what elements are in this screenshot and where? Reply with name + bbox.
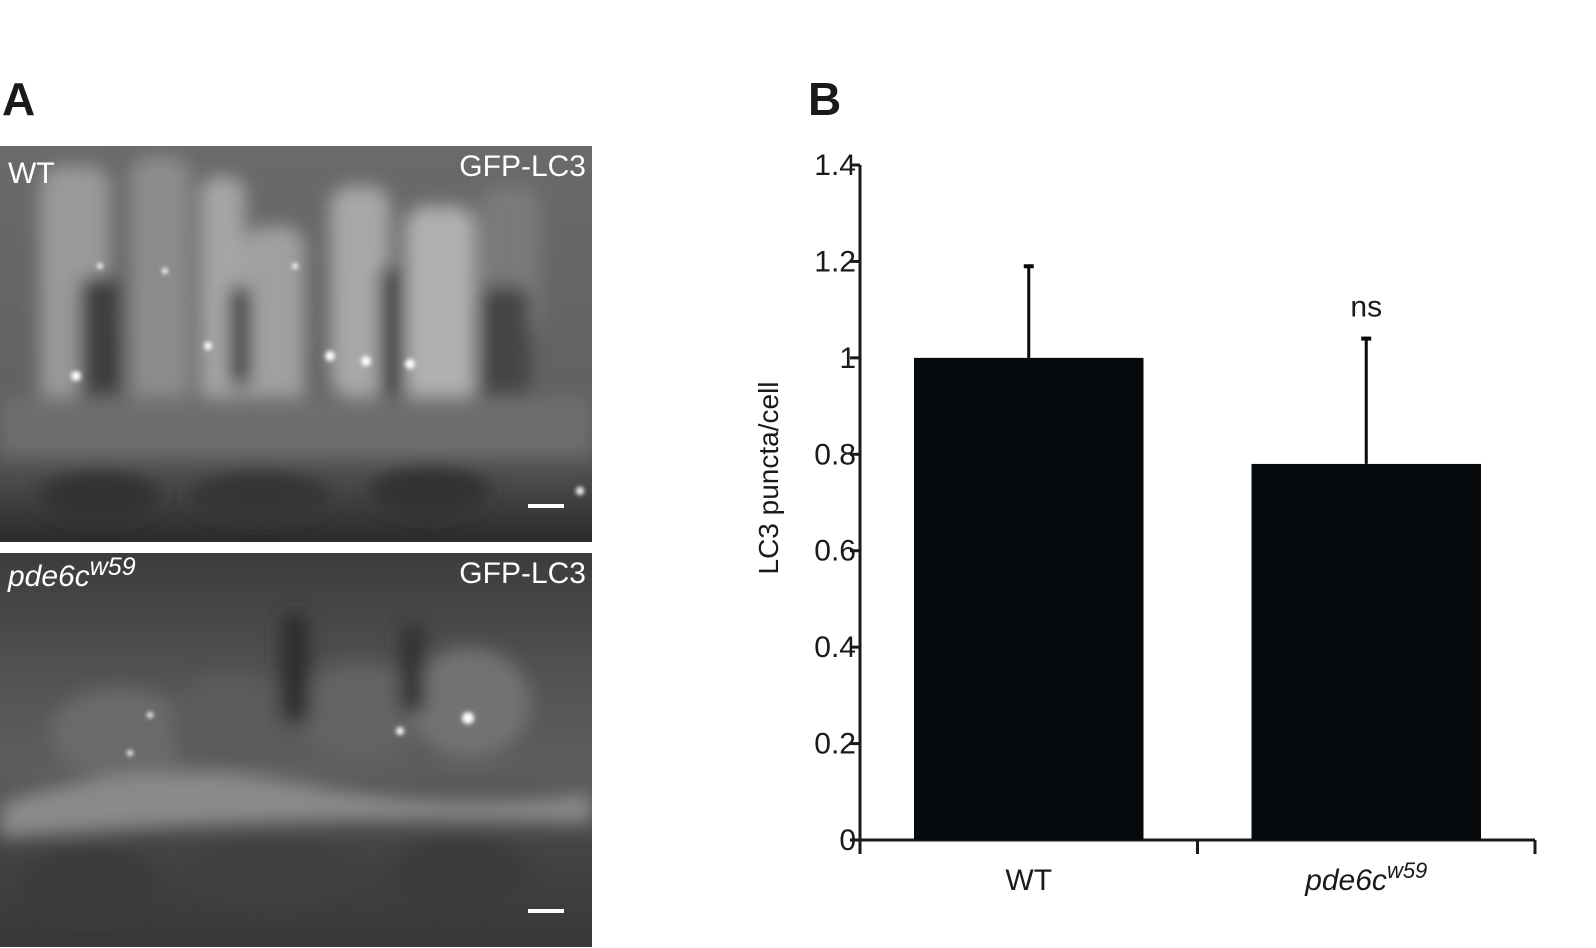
micrograph-mutant-image (0, 553, 592, 947)
bars: ns (914, 264, 1481, 840)
bar (1251, 463, 1481, 840)
panel-label-a: A (2, 73, 36, 125)
y-tick-label: 0.2 (814, 728, 856, 761)
y-tick-label: 0 (839, 824, 856, 857)
y-tick-label: 1 (839, 342, 856, 375)
x-axis (858, 838, 1537, 854)
micrograph-mutant: pde6cw59 GFP-LC3 (0, 553, 592, 947)
scale-bar (528, 909, 564, 913)
micrograph-wt: WT GFP-LC3 (0, 146, 592, 542)
y-tick-label: 0.8 (814, 438, 856, 471)
marker-label: GFP-LC3 (459, 557, 586, 590)
y-tick-label: 1.4 (814, 149, 856, 182)
bar (914, 357, 1144, 840)
y-tick-label: 0.4 (814, 631, 856, 664)
x-tick-label: WT (1005, 864, 1052, 897)
y-axis-title: LC3 puncta/cell (753, 381, 784, 574)
marker-label: GFP-LC3 (459, 150, 586, 183)
significance-label: ns (1350, 291, 1382, 324)
genotype-label: WT (8, 157, 55, 190)
panel-label-b: B (808, 73, 842, 125)
x-tick-label: pde6cw59 (1304, 858, 1427, 897)
genotype-label: pde6cw59 (8, 553, 136, 593)
bar-chart: 0 0.2 0.4 0.6 0.8 1 1.2 1.4 ns WT pde6cw59 LC3 p… (753, 149, 1537, 897)
y-tick-label: 0.6 (814, 535, 856, 568)
category-labels: WT pde6cw59 (1005, 858, 1427, 897)
micrograph-wt-image (0, 146, 592, 542)
y-axis: 0 0.2 0.4 0.6 0.8 1 1.2 1.4 (814, 149, 862, 857)
scale-bar (528, 504, 564, 508)
y-tick-label: 1.2 (814, 245, 856, 278)
